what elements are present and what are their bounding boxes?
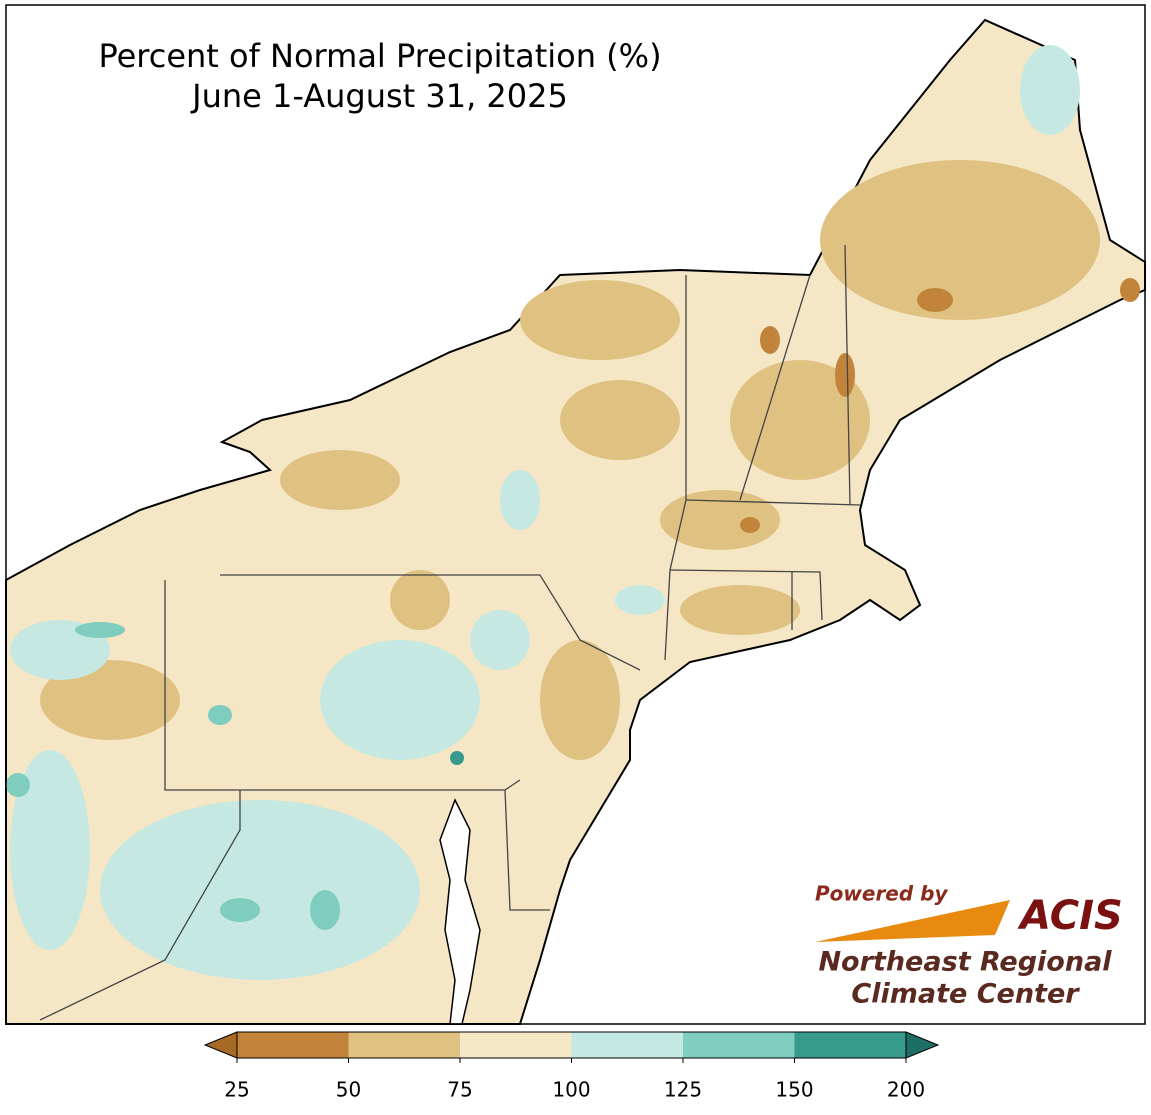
colorbar-under [203, 1031, 238, 1059]
logo-brand: ACIS [1017, 893, 1123, 939]
logo-powered: Powered by [815, 882, 948, 906]
subtitle: June 1-August 31, 2025 [190, 77, 568, 115]
map-frame [5, 4, 1146, 1025]
colorbar: 25 50 75 100 125 150 200 [203, 1031, 940, 1102]
colorbar-tick-label: 50 [336, 1078, 361, 1102]
colorbar-segment [794, 1032, 906, 1058]
dry-patches [40, 160, 1100, 760]
colorbar-segment [571, 1032, 683, 1058]
colorbar-tick-label: 125 [664, 1078, 702, 1102]
colorbar-segment [683, 1032, 795, 1058]
colorbar-tick-label: 75 [447, 1078, 472, 1102]
logo-swoosh [815, 900, 1010, 942]
title: Percent of Normal Precipitation (%) [98, 37, 661, 75]
dry-spots [740, 278, 1140, 533]
logo-line1: Northeast Regional [818, 947, 1112, 978]
wet-spot [450, 751, 464, 765]
logo-line2: Climate Center [851, 979, 1080, 1010]
colorbar-over [905, 1031, 940, 1059]
colorbar-tick-label: 100 [552, 1078, 590, 1102]
colorbar-segment [237, 1032, 349, 1058]
logo: Powered by ACIS Northeast Regional Clima… [815, 882, 1123, 1010]
map-area [5, 18, 1146, 1025]
colorbar-tick-label: 150 [775, 1078, 813, 1102]
colorbar-tick-label: 25 [224, 1078, 249, 1102]
state-borders [39, 244, 861, 1021]
colorbar-segment [460, 1032, 572, 1058]
colorbar-segment [348, 1032, 460, 1058]
wet-spots [6, 622, 340, 930]
colorbar-tick-label: 200 [887, 1078, 925, 1102]
